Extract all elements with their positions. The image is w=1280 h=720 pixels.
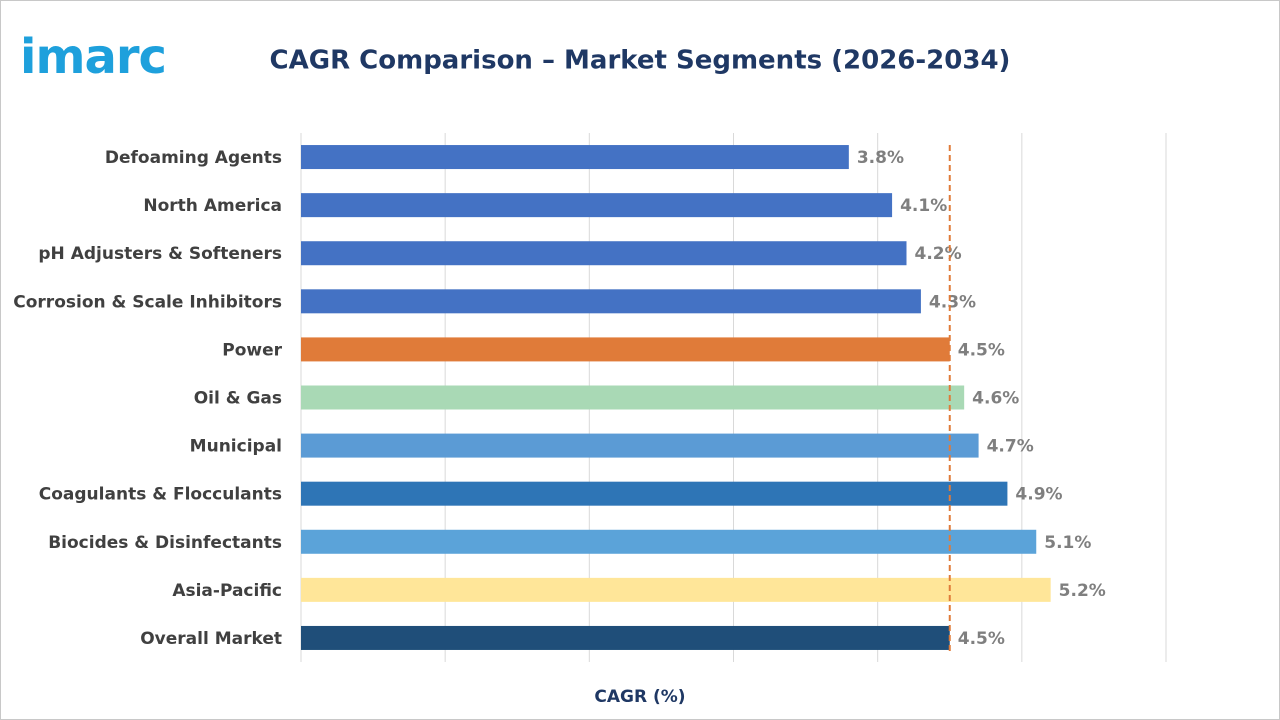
x-axis-label: CAGR (%) (594, 687, 685, 707)
category-label: North America (143, 196, 282, 216)
value-label: 5.2% (1059, 581, 1106, 601)
bar (301, 241, 907, 266)
bar (301, 577, 1051, 602)
category-label: Biocides & Disinfectants (48, 533, 282, 553)
category-label: Corrosion & Scale Inhibitors (13, 292, 282, 312)
bar (301, 529, 1037, 554)
bar (301, 193, 893, 218)
logo: imarc (20, 29, 166, 85)
category-label: Oil & Gas (194, 389, 282, 409)
value-label: 4.7% (987, 437, 1034, 457)
category-label: Power (222, 340, 282, 360)
category-label: Defoaming Agents (105, 148, 282, 168)
value-label: 5.1% (1044, 533, 1091, 553)
chart-title: CAGR Comparison – Market Segments (2026-… (270, 46, 1011, 76)
value-label: 4.6% (972, 389, 1019, 409)
category-label: Coagulants & Flocculants (39, 485, 282, 505)
bar (301, 625, 950, 650)
bar (301, 481, 1008, 506)
value-label: 4.2% (915, 244, 962, 264)
bar (301, 337, 950, 362)
value-label: 4.3% (929, 292, 976, 312)
category-label: pH Adjusters & Softeners (38, 244, 282, 264)
value-label: 4.5% (958, 340, 1005, 360)
bar (301, 145, 849, 170)
category-label: Asia-Pacific (172, 581, 282, 601)
value-label: 4.1% (900, 196, 947, 216)
bar (301, 433, 979, 458)
category-label: Overall Market (140, 629, 282, 649)
bar (301, 385, 965, 410)
value-label: 4.5% (958, 629, 1005, 649)
value-label: 3.8% (857, 148, 904, 168)
value-label: 4.9% (1015, 485, 1062, 505)
category-label: Municipal (190, 437, 282, 457)
bar (301, 289, 921, 314)
